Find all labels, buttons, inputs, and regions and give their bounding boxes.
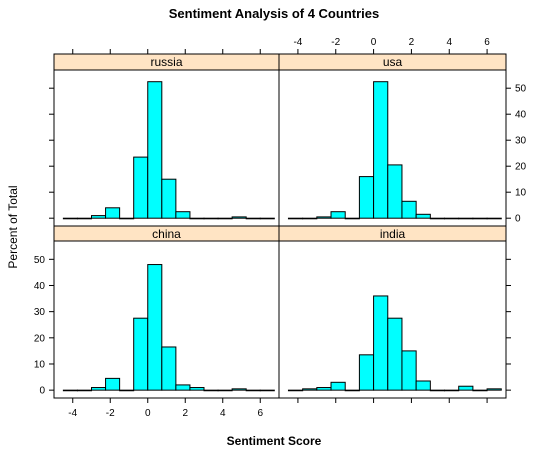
panel-usa: usa -4 -2 0 2 4 6 0 10 20 30 40 50 — [278, 37, 527, 227]
histogram-bar — [119, 217, 135, 220]
y-tick-label: 0 — [515, 214, 521, 225]
histogram-bar — [245, 389, 261, 392]
y-tick-label: 40 — [515, 110, 527, 121]
histogram-bar — [302, 217, 318, 220]
histogram-bar — [316, 216, 332, 219]
histogram-bar — [458, 217, 474, 220]
histogram-bar — [161, 178, 177, 219]
y-tick-label: 20 — [515, 162, 527, 173]
histogram-bar — [373, 295, 389, 391]
histogram-bar — [105, 377, 121, 391]
y-tick-label: 10 — [34, 359, 46, 370]
x-tick-label: -4 — [68, 408, 77, 419]
panel-india: india — [278, 225, 511, 403]
histogram-bar — [373, 81, 389, 219]
histogram-bar — [161, 346, 177, 391]
histogram-bar — [231, 216, 247, 219]
histogram-bar — [133, 317, 149, 391]
histogram-bar — [415, 380, 431, 391]
histogram-bar — [91, 215, 107, 219]
histogram-bar — [358, 354, 375, 391]
x-tick-label: 0 — [145, 408, 151, 419]
histogram-bar — [344, 217, 360, 220]
histogram-bar — [105, 207, 121, 219]
histogram-bar — [76, 217, 92, 220]
panel-china: china -4 -2 0 2 4 6 0 10 20 30 40 50 — [34, 225, 280, 419]
histogram-bar — [175, 211, 191, 219]
y-tick-label: 50 — [515, 84, 527, 95]
x-tick-label: -4 — [293, 37, 302, 48]
histogram-bar — [245, 217, 261, 220]
x-tick-label: 2 — [182, 408, 188, 419]
strip-label-india: india — [380, 227, 406, 241]
histogram-bar — [62, 389, 78, 392]
histogram-bar — [147, 81, 163, 219]
histogram-bar — [429, 217, 446, 220]
chart-title: Sentiment Analysis of 4 Countries — [169, 6, 379, 21]
panel-russia: russia — [49, 49, 280, 227]
histogram-bar — [330, 211, 346, 219]
y-tick-label: 20 — [34, 333, 46, 344]
histogram-bar — [62, 217, 78, 220]
histogram-bar — [486, 388, 502, 391]
histogram-bar — [287, 389, 304, 392]
histogram-bar — [316, 387, 332, 391]
histogram-bar — [444, 217, 460, 220]
histogram-bar — [302, 388, 318, 391]
histogram-bar — [119, 389, 135, 392]
histogram-bar — [444, 389, 460, 392]
histogram-bar — [387, 164, 403, 219]
x-tick-label: 4 — [220, 408, 226, 419]
histogram-bar — [217, 217, 233, 220]
x-axis-label: Sentiment Score — [227, 434, 322, 448]
y-tick-label: 50 — [34, 255, 46, 266]
x-tick-label: 2 — [409, 37, 415, 48]
x-tick-label: 6 — [257, 408, 263, 419]
histogram-bar — [472, 389, 488, 392]
x-tick-label: -2 — [331, 37, 340, 48]
histogram-bar — [231, 388, 247, 391]
histogram-bar — [458, 385, 474, 391]
histogram-bar — [330, 381, 346, 391]
histogram-bar — [76, 389, 92, 392]
histogram-bar — [259, 217, 275, 220]
histogram-bar — [175, 384, 191, 391]
histogram-bar — [387, 317, 403, 391]
y-tick-label: 10 — [515, 188, 527, 199]
x-tick-label: 0 — [371, 37, 377, 48]
histogram-bar — [287, 217, 304, 220]
x-tick-label: 6 — [484, 37, 490, 48]
histogram-bar — [133, 156, 149, 219]
y-tick-label: 30 — [34, 307, 46, 318]
histogram-bar — [401, 200, 417, 219]
histogram-bar — [203, 389, 219, 392]
strip-label-usa: usa — [383, 55, 403, 69]
histogram-bar — [203, 217, 219, 220]
histogram-bar — [429, 389, 446, 392]
y-tick-label: 30 — [515, 136, 527, 147]
histogram-bar — [415, 213, 431, 219]
x-tick-label: -2 — [106, 408, 115, 419]
histogram-bar — [189, 387, 205, 391]
y-tick-label: 40 — [34, 281, 46, 292]
histogram-bar — [401, 350, 417, 391]
strip-label-china: china — [152, 227, 181, 241]
histogram-bar — [344, 389, 360, 392]
histogram-bar — [91, 387, 107, 391]
histogram-bar — [147, 264, 163, 391]
panel-border-india — [278, 240, 507, 399]
histogram-bar — [189, 217, 205, 220]
y-axis-label: Percent of Total — [6, 185, 20, 268]
x-tick-label: 4 — [446, 37, 452, 48]
y-tick-label: 0 — [39, 386, 45, 397]
histogram-bar — [486, 217, 502, 220]
histogram-bar — [217, 389, 233, 392]
strip-label-russia: russia — [150, 55, 182, 69]
histogram-bar — [259, 389, 275, 392]
histogram-bar — [358, 176, 375, 219]
histogram-bar — [472, 217, 488, 220]
